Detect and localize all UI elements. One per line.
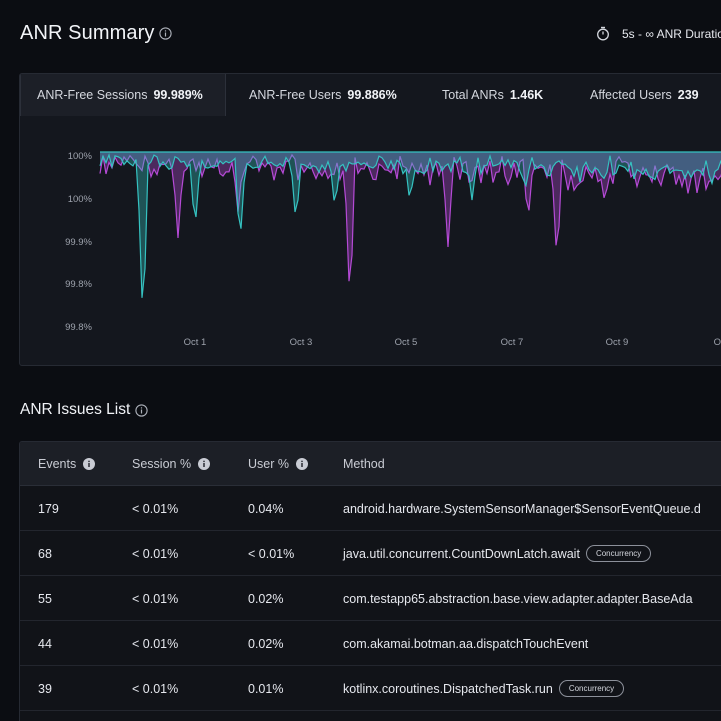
user-percent-cell: 0.01% (248, 681, 284, 696)
tab-affected-users[interactable]: Affected Users 239 (590, 74, 699, 116)
tab-value: 239 (677, 88, 699, 102)
x-tick-label: Oct 7 (501, 337, 524, 348)
column-session-percent[interactable]: Session % (132, 442, 211, 486)
method-cell[interactable]: kotlinx.coroutines.DispatchedTask.run Con… (343, 666, 625, 711)
info-icon[interactable] (198, 457, 211, 471)
tab-label: ANR-Free Sessions (37, 88, 148, 102)
y-tick-label: 99.9% (65, 237, 92, 248)
session-percent-cell: < 0.01% (132, 636, 179, 651)
tab-label: ANR-Free Users (249, 88, 342, 102)
events-cell: 44 (38, 636, 52, 651)
column-user-percent[interactable]: User % (248, 442, 309, 486)
table-row[interactable]: 68 < 0.01% < 0.01% java.util.concurrent.… (20, 531, 721, 576)
tab-anr-free-users[interactable]: ANR-Free Users 99.886% (249, 74, 397, 116)
tab-value: 99.989% (153, 88, 203, 102)
method-name: kotlinx.coroutines.DispatchedTask.run (343, 681, 553, 696)
y-tick-label: 99.8% (65, 322, 92, 333)
info-icon[interactable] (295, 457, 309, 471)
column-label: Session % (132, 457, 192, 471)
tab-label: Total ANRs (442, 88, 504, 102)
method-cell[interactable]: com.testapp65.abstraction.base.view.adap… (343, 576, 693, 621)
teal-series-area (100, 152, 721, 298)
x-tick-label: Oct 3 (290, 337, 313, 348)
user-percent-cell: 0.02% (248, 591, 284, 606)
y-tick-label: 100% (68, 194, 93, 205)
anr-issues-table: Events Session % User % Method 179 < 0.0… (19, 441, 721, 721)
column-method[interactable]: Method (343, 442, 385, 486)
method-cell[interactable]: android.hardware.SystemSensorManager$Sen… (343, 486, 701, 531)
column-label: User % (248, 457, 289, 471)
table-row[interactable]: 44 < 0.01% 0.02% com.akamai.botman.aa.di… (20, 621, 721, 666)
session-percent-cell: < 0.01% (132, 681, 179, 696)
table-row[interactable]: 179 < 0.01% 0.04% android.hardware.Syste… (20, 486, 721, 531)
method-cell[interactable]: java.util.concurrent.CountDownLatch.awai… (343, 531, 652, 576)
tab-label: Affected Users (590, 88, 672, 102)
session-percent-cell: < 0.01% (132, 546, 179, 561)
user-percent-cell: 0.04% (248, 501, 284, 516)
column-label: Events (38, 457, 77, 471)
events-cell: 68 (38, 546, 52, 561)
table-row[interactable]: 39 < 0.01% 0.01% kotlinx.coroutines.Disp… (20, 666, 721, 711)
summary-header: ANR Summary (20, 22, 173, 45)
concurrency-badge: Concurrency (585, 545, 652, 562)
tab-value: 99.886% (347, 88, 397, 102)
method-name: android.hardware.SystemSensorManager$Sen… (343, 501, 701, 516)
events-cell: 39 (38, 681, 52, 696)
anr-free-sessions-chart: 100% 100% 99.9% 99.8% 99.8% Oct 1 Oct 3 Oct 5 O… (65, 151, 721, 348)
column-events[interactable]: Events (38, 442, 96, 486)
teal-series-line (99, 153, 721, 298)
x-tick-label: Oct 5 (395, 337, 418, 348)
x-tick-label: Oct (714, 337, 721, 348)
x-tick-label: Oct 1 (184, 337, 207, 348)
method-cell[interactable]: com.akamai.botman.aa.dispatchTouchEvent (343, 621, 588, 666)
method-name: com.testapp65.abstraction.base.view.adap… (343, 591, 693, 606)
session-percent-cell: < 0.01% (132, 501, 179, 516)
anr-duration-label: 5s - ∞ ANR Duration (622, 26, 721, 41)
y-tick-label: 99.8% (65, 279, 92, 290)
anr-summary-panel: ANR-Free Sessions 99.989% ANR-Free Users 9… (19, 73, 721, 366)
info-icon[interactable] (159, 27, 173, 40)
user-percent-cell: < 0.01% (248, 546, 295, 561)
events-cell: 179 (38, 501, 59, 516)
tab-value: 1.46K (509, 88, 544, 102)
column-label: Method (343, 457, 385, 471)
info-icon[interactable] (135, 403, 148, 417)
session-percent-cell: < 0.01% (132, 591, 179, 606)
issues-list-title: ANR Issues List (20, 401, 131, 418)
issues-list-header: ANR Issues List (20, 401, 148, 419)
purple-series-area (100, 152, 721, 282)
page-title: ANR Summary (20, 22, 155, 44)
concurrency-badge: Concurrency (558, 680, 625, 697)
user-percent-cell: 0.02% (248, 636, 284, 651)
x-tick-label: Oct 9 (606, 337, 629, 348)
tab-total-anrs[interactable]: Total ANRs 1.46K (442, 74, 543, 116)
table-row[interactable]: 55 < 0.01% 0.02% com.testapp65.abstracti… (20, 576, 721, 621)
table-header: Events Session % User % Method (20, 442, 721, 486)
tab-anr-free-sessions[interactable]: ANR-Free Sessions 99.989% (20, 74, 226, 116)
stopwatch-icon (597, 26, 609, 41)
method-name: java.util.concurrent.CountDownLatch.awai… (343, 546, 580, 561)
method-name: com.akamai.botman.aa.dispatchTouchEvent (343, 636, 589, 651)
anr-duration-filter[interactable]: 5s - ∞ ANR Duration (596, 26, 721, 41)
info-icon[interactable] (83, 457, 96, 471)
y-tick-label: 100% (68, 151, 93, 162)
metric-tabs: ANR-Free Sessions 99.989% ANR-Free Users 9… (20, 74, 721, 116)
events-cell: 55 (38, 591, 52, 606)
